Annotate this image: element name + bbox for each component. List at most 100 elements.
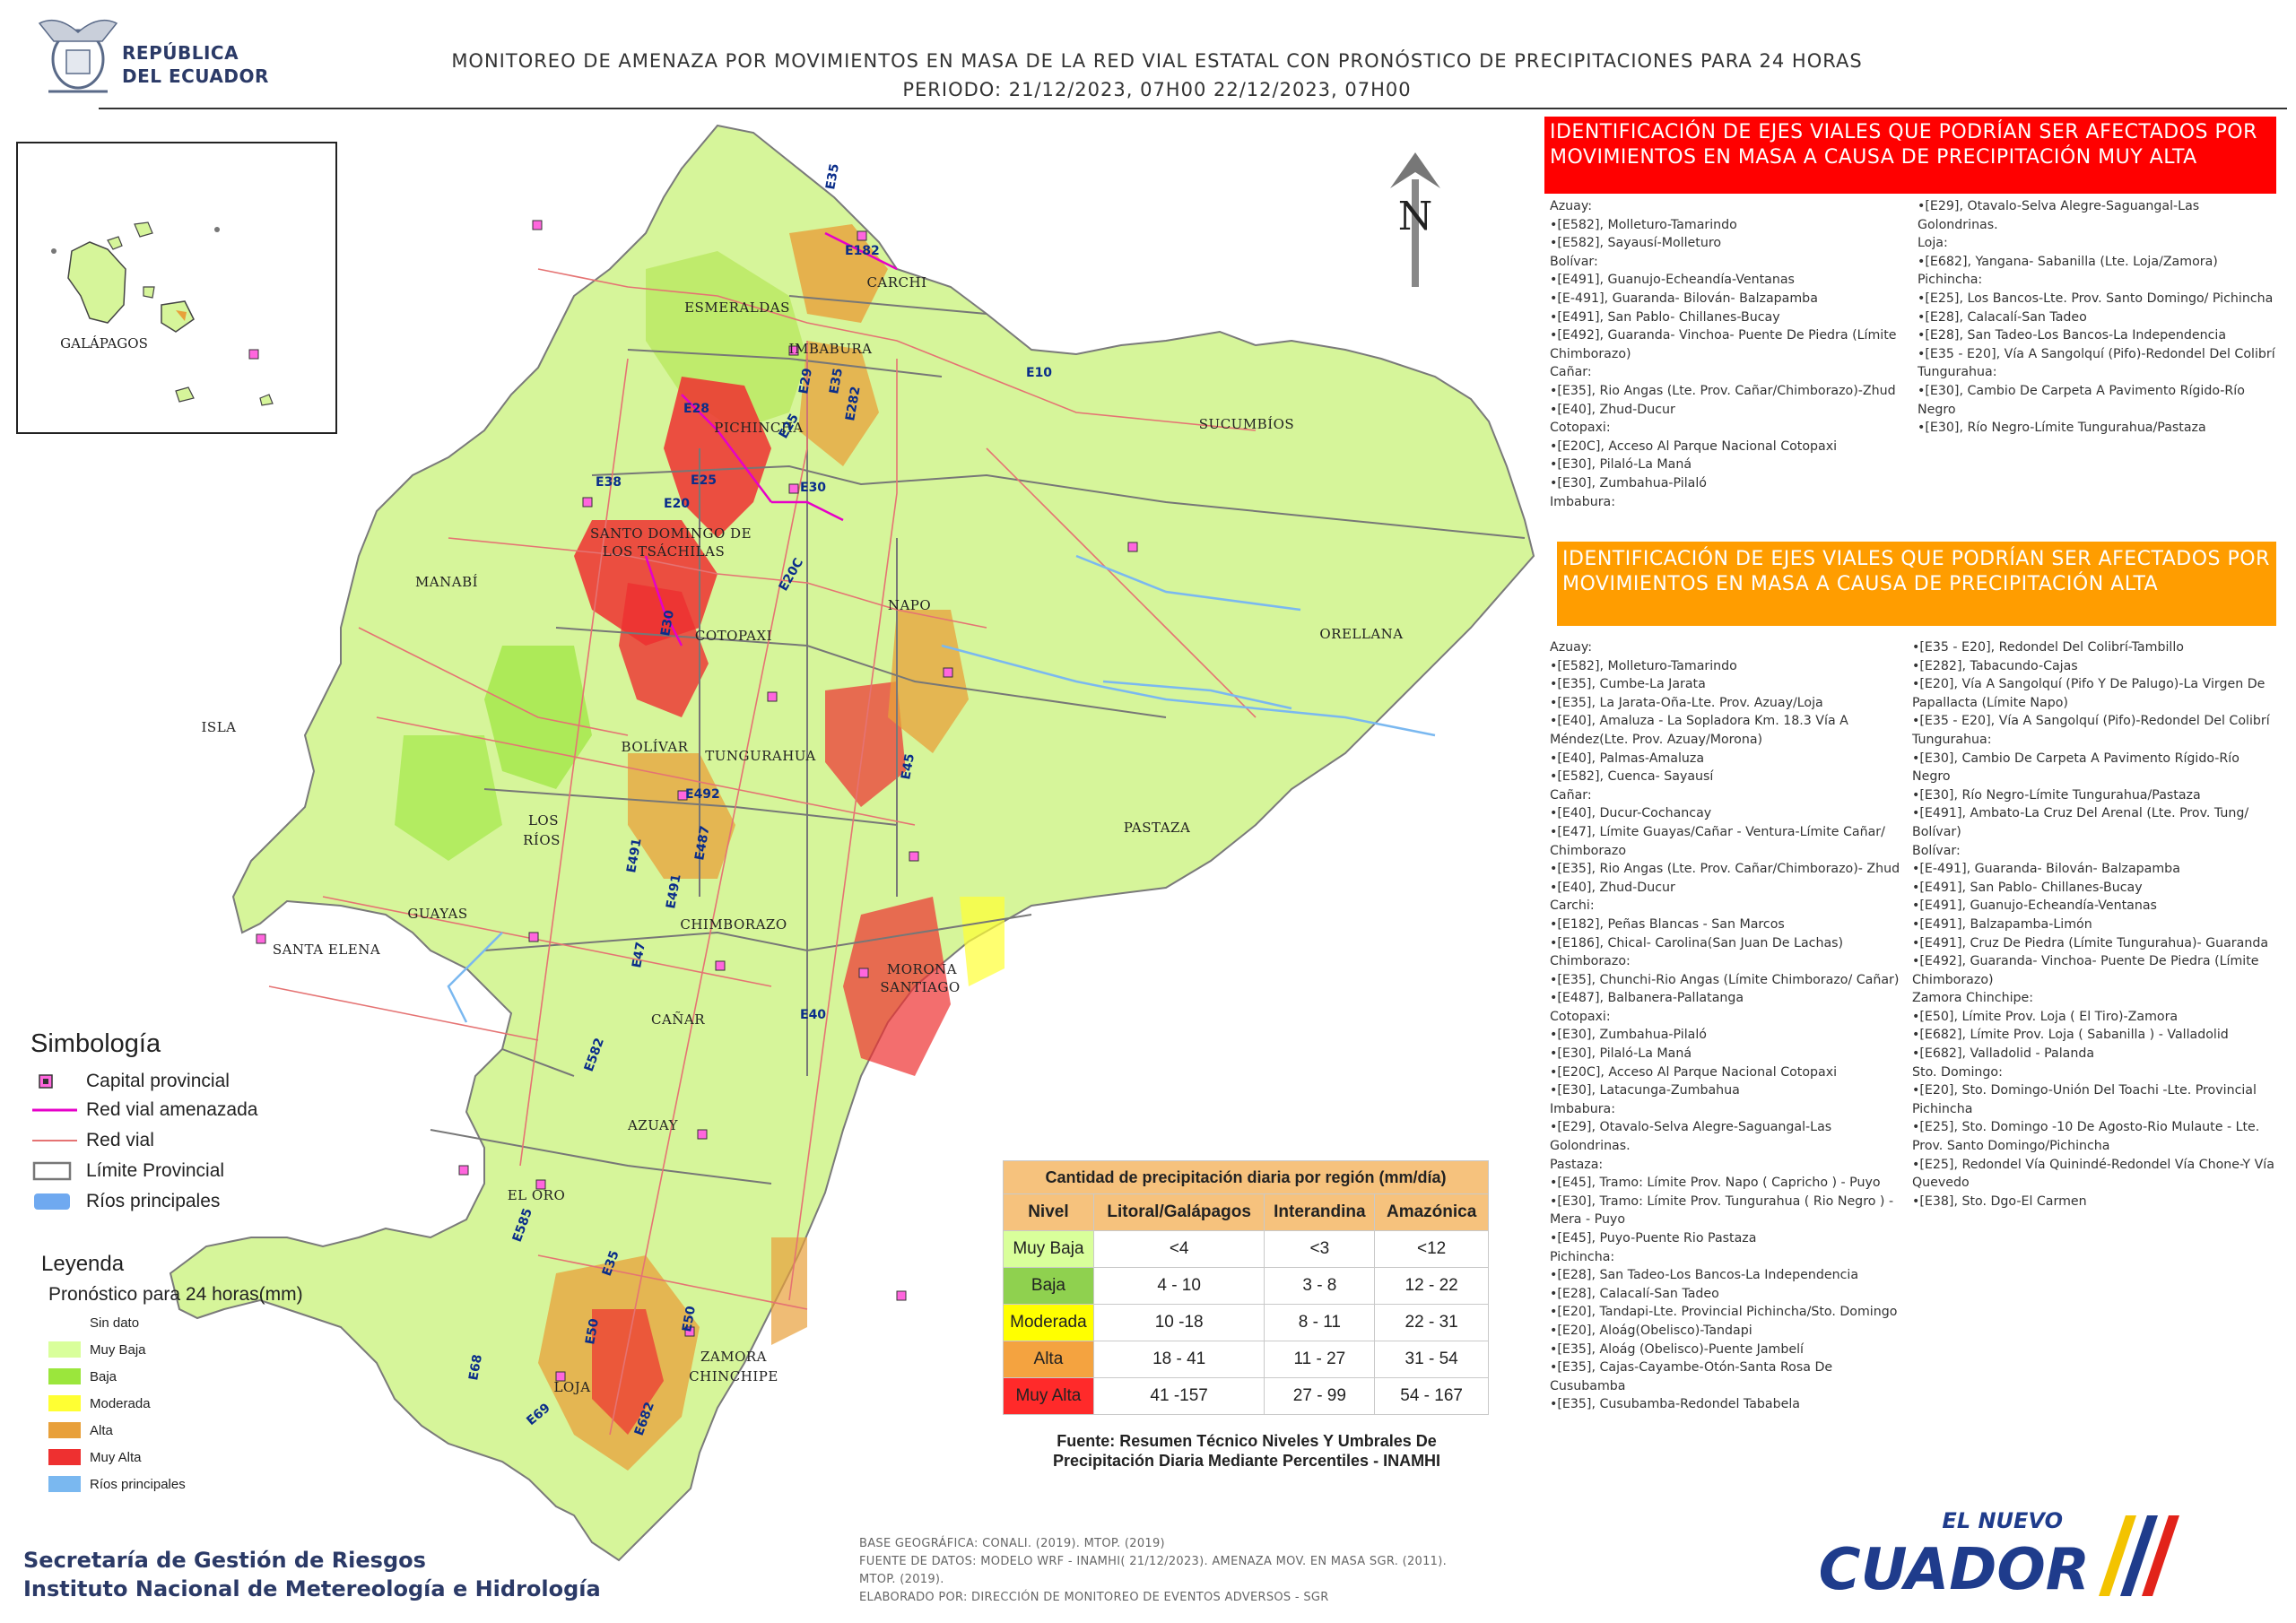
list-item: •[E30], Zumbahua-Pilaló xyxy=(1550,475,1707,490)
road-code: E50 xyxy=(680,1305,699,1333)
list-item: •[E28], San Tadeo-Los Bancos-La Independ… xyxy=(1918,328,2227,343)
list-item: Tungurahua: xyxy=(1918,365,1997,380)
table-cell: 3 - 8 xyxy=(1264,1267,1376,1305)
logo-top-text: EL NUEVO xyxy=(1942,1508,2063,1533)
very-high-list-col1: Azuay: •[E582], Molleturo-Tamarindo •[E5… xyxy=(1550,197,1909,511)
list-item: •[E28], Calacalí-San Tadeo xyxy=(1550,1286,1719,1301)
list-item: •[E35], Rio Angas (Lte. Prov. Cañar/Chim… xyxy=(1550,383,1896,398)
list-item: •[E30], Pilaló-La Maná xyxy=(1550,457,1692,473)
map-title: MONITOREO DE AMENAZA POR MOVIMIENTOS EN … xyxy=(377,47,1937,104)
list-item: •[E40], Zhud-Ducur xyxy=(1550,402,1675,417)
list-item: •[E35], Cusubamba-Redondel Tababela xyxy=(1550,1397,1800,1412)
table-source: Fuente: Resumen Técnico Niveles Y Umbral… xyxy=(978,1431,1516,1471)
ley-swatch xyxy=(48,1395,81,1411)
label-imbabura: IMBABURA xyxy=(789,341,873,357)
label-cotopaxi: COTOPAXI xyxy=(695,628,772,644)
list-item: •[E492], Guaranda- Vinchoa- Puente De Pi… xyxy=(1912,954,2264,987)
list-item: •[E35], Chunchi-Rio Angas (Límite Chimbo… xyxy=(1550,972,1900,987)
list-item: •[E-491], Guaranda- Bilován- Balzapamba xyxy=(1912,862,2180,877)
list-item: •[E30], Latacunga-Zumbahua xyxy=(1550,1083,1740,1098)
list-item: •[E282], Tabacundo-Cajas xyxy=(1912,658,2078,673)
road-code: E35 xyxy=(827,367,846,395)
ley-label: Baja xyxy=(90,1368,117,1384)
boundary-box-icon xyxy=(32,1161,77,1181)
capital-marker-icon xyxy=(32,1072,77,1091)
list-item: Imbabura: xyxy=(1550,1101,1616,1116)
list-item: •[E45], Tramo: Límite Prov. Napo ( Capri… xyxy=(1550,1176,1881,1191)
sym-label: Ríos principales xyxy=(86,1191,221,1211)
ecuador-territory xyxy=(169,124,1535,1562)
table-header: Interandina xyxy=(1264,1193,1376,1231)
table-row: Baja 4 - 10 3 - 8 12 - 22 xyxy=(1003,1267,1489,1305)
list-item: •[E582], Molleturo-Tamarindo xyxy=(1550,217,1737,232)
road-code: E20 xyxy=(664,497,690,511)
table-cell: 22 - 31 xyxy=(1374,1304,1489,1341)
list-item: •[E186], Chical- Carolina(San Juan De La… xyxy=(1550,935,1844,950)
road-code: E492 xyxy=(685,787,720,802)
list-item: •[E35], Cajas-Cayambe-Otón-Santa Rosa De… xyxy=(1550,1360,1837,1393)
list-item: Bolívar: xyxy=(1550,254,1598,269)
source-line1: Fuente: Resumen Técnico Niveles Y Umbral… xyxy=(1057,1432,1437,1450)
list-item: •[E582], Cuenca- Sayausí xyxy=(1550,769,1714,785)
north-arrow: N xyxy=(1390,152,1440,287)
list-item: •[E35], Cumbe-La Jarata xyxy=(1550,677,1706,692)
list-item: •[E28], San Tadeo-Los Bancos-La Independ… xyxy=(1550,1268,1859,1283)
sym-road: Red vial xyxy=(32,1126,154,1155)
label-esmeraldas: ESMERALDAS xyxy=(684,299,790,316)
road-code: E28 xyxy=(683,402,709,416)
label-azuay: AZUAY xyxy=(627,1117,679,1133)
high-panel-title: IDENTIFICACIÓN DE EJES VIALES QUE PODRÍA… xyxy=(1557,542,2276,626)
threatened-road-icon xyxy=(32,1100,77,1120)
ley-swatch xyxy=(48,1422,81,1438)
ley-row-baja: Baja xyxy=(48,1363,117,1390)
ley-label: Moderada xyxy=(90,1395,151,1411)
list-item: •[E682], Valladolid - Palanda xyxy=(1912,1046,2095,1062)
hazard-patches xyxy=(395,224,1004,1471)
list-item: •[E45], Puyo-Puente Rio Pastaza xyxy=(1550,1231,1757,1245)
list-item: •[E492], Guaranda- Vinchoa- Puente De Pi… xyxy=(1550,328,1901,361)
list-item: •[E30], Río Negro-Límite Tungurahua/Past… xyxy=(1912,787,2201,803)
list-item: •[E25], Sto. Domingo -10 De Agosto-Rio M… xyxy=(1912,1120,2264,1154)
rivers xyxy=(447,554,1436,1023)
high-list-col1: Azuay: •[E582], Molleturo-Tamarindo •[E3… xyxy=(1550,638,1909,1414)
table-cell: <4 xyxy=(1092,1230,1265,1268)
ley-swatch xyxy=(48,1449,81,1465)
table-row: Muy Alta 41 -157 27 - 99 54 - 167 xyxy=(1003,1377,1489,1415)
label-sucumbios: SUCUMBÍOS xyxy=(1199,416,1294,432)
list-item: •[E-491], Guaranda- Bilován- Balzapamba xyxy=(1550,291,1818,306)
table-row: Moderada 10 -18 8 - 11 22 - 31 xyxy=(1003,1304,1489,1341)
road-code: E47 xyxy=(630,941,648,968)
list-item: •[E20], Tandapi-Lte. Provincial Pichinch… xyxy=(1550,1305,1898,1320)
table-header: Amazónica xyxy=(1374,1193,1489,1231)
table-row: Alta 18 - 41 11 - 27 31 - 54 xyxy=(1003,1341,1489,1378)
table-title: Cantidad de precipitación diaria por reg… xyxy=(1003,1160,1489,1194)
label-morona: MORONA xyxy=(887,961,957,977)
list-item: •[E29], Otavalo-Selva Alegre-Saguangal-L… xyxy=(1550,1120,1836,1154)
road-line-icon xyxy=(32,1131,77,1150)
ley-label: Muy Baja xyxy=(90,1341,146,1358)
list-item: •[E182], Peñas Blancas - San Marcos xyxy=(1550,916,1785,932)
list-item: Tungurahua: xyxy=(1912,732,1992,747)
table-cell: 18 - 41 xyxy=(1092,1341,1265,1378)
ley-label: Ríos principales xyxy=(90,1476,186,1492)
table-cell: 10 -18 xyxy=(1092,1304,1265,1341)
table-cell: <3 xyxy=(1264,1230,1376,1268)
ley-label: Alta xyxy=(90,1422,113,1438)
simbologia-title: Simbología xyxy=(30,1029,161,1058)
label-pastaza: PASTAZA xyxy=(1124,820,1191,836)
list-item: Carchi: xyxy=(1550,898,1595,914)
list-item: •[E682], Límite Prov. Loja ( Sabanilla )… xyxy=(1912,1028,2229,1043)
label-pichincha: PICHINCHA xyxy=(714,420,804,436)
list-item: •[E582], Molleturo-Tamarindo xyxy=(1550,658,1737,673)
label-carchi: CARCHI xyxy=(866,274,926,291)
list-item: •[E35 - E20], Vía A Sangolquí (Pifo)-Red… xyxy=(1912,714,2270,729)
table-cell: 8 - 11 xyxy=(1264,1304,1376,1341)
list-item: •[E491], Cruz De Piedra (Límite Tungurah… xyxy=(1912,935,2269,950)
table-row: Muy Baja <4 <3 <12 xyxy=(1003,1230,1489,1268)
river-swatch-icon xyxy=(32,1192,77,1211)
road-code: E40 xyxy=(800,1008,826,1022)
title-line1: MONITOREO DE AMENAZA POR MOVIMIENTOS EN … xyxy=(451,50,1863,72)
table-header: Litoral/Galápagos xyxy=(1092,1193,1265,1231)
label-santiago: SANTIAGO xyxy=(880,979,960,995)
